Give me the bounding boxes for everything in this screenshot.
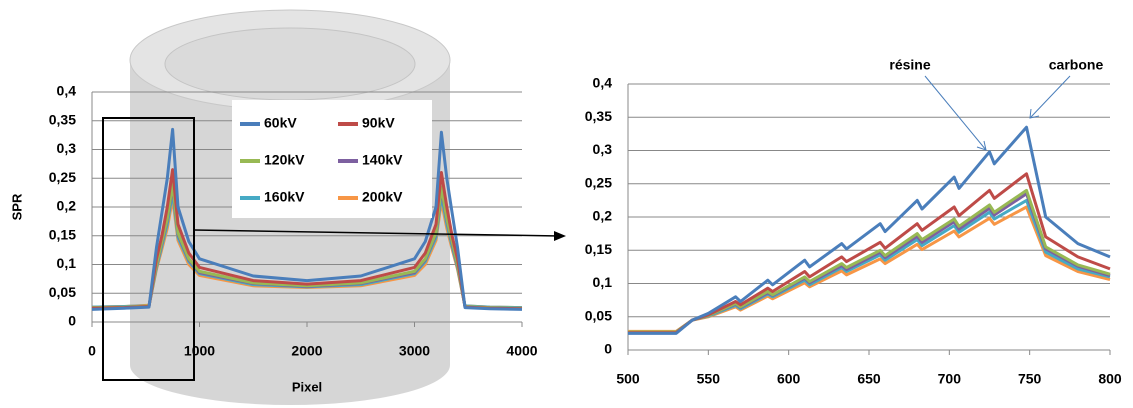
y-tick-label: 0,15 bbox=[585, 241, 612, 257]
x-axis-label: Pixel bbox=[292, 379, 322, 394]
y-tick-label: 0,05 bbox=[49, 284, 76, 300]
legend-label: 200kV bbox=[362, 189, 403, 205]
x-tick-label: 2000 bbox=[291, 343, 322, 359]
y-axis-label: SPR bbox=[9, 193, 24, 220]
cylinder-bottom bbox=[130, 325, 450, 405]
y-tick-label: 0,1 bbox=[57, 255, 77, 271]
y-tick-label: 0,25 bbox=[49, 169, 76, 185]
annotation-arrowhead bbox=[1029, 108, 1040, 119]
series-line bbox=[91, 168, 523, 311]
zoom-box bbox=[102, 117, 195, 381]
x-tick-label: 700 bbox=[938, 371, 962, 387]
legend-label: 120kV bbox=[264, 152, 305, 168]
annotation: carbone bbox=[1049, 57, 1104, 73]
legend-label: 90kV bbox=[362, 115, 395, 131]
legend-label: 160kV bbox=[264, 189, 305, 205]
chart-right: 0 0,05 0,1 0,15 0,2 0,25 0,3 0,35 0,4 500 550 600 65… bbox=[585, 75, 1122, 387]
annotation-arrowhead bbox=[976, 140, 987, 151]
series-line bbox=[91, 127, 523, 311]
x-tick-label: 550 bbox=[697, 371, 721, 387]
y-tick-label: 0,2 bbox=[593, 208, 613, 224]
legend-label: 140kV bbox=[362, 152, 403, 168]
zoom-arrow bbox=[193, 229, 561, 237]
annotation: résine bbox=[889, 57, 930, 73]
x-tick-label: 1000 bbox=[184, 343, 215, 359]
x-tick-label: 500 bbox=[616, 371, 640, 387]
y-tick-label: 0 bbox=[68, 313, 76, 329]
x-tick-label: 800 bbox=[1098, 371, 1122, 387]
legend: 60kV 90kV 120kV 140kV 160kV 200kV bbox=[232, 100, 432, 218]
y-tick-label: 0,4 bbox=[57, 83, 77, 99]
y-tick-label: 0,3 bbox=[593, 141, 613, 157]
series-line bbox=[628, 172, 1111, 335]
y-tick-label: 0,4 bbox=[593, 75, 613, 91]
y-tick-label: 0,35 bbox=[49, 111, 76, 127]
x-tick-label: 650 bbox=[857, 371, 881, 387]
series-line bbox=[628, 125, 1111, 335]
x-tick-label: 600 bbox=[777, 371, 801, 387]
cylinder-inner bbox=[164, 27, 416, 101]
annotation-arrow bbox=[1029, 75, 1071, 119]
y-tick-label: 0,25 bbox=[585, 174, 612, 190]
legend-label: 60kV bbox=[264, 115, 297, 131]
zoom-arrowhead bbox=[554, 231, 566, 241]
x-tick-label: 3000 bbox=[399, 343, 430, 359]
x-tick-label: 0 bbox=[88, 343, 96, 359]
chart-left: 0 0,05 0,1 0,15 0,2 0,25 0,3 0,35 0,4 0 1000 2000 30… bbox=[9, 83, 537, 395]
y-tick-label: 0 bbox=[604, 341, 612, 357]
x-tick-label: 750 bbox=[1018, 371, 1042, 387]
y-tick-label: 0,2 bbox=[57, 198, 77, 214]
legend-box bbox=[232, 100, 432, 218]
annotation-arrow bbox=[924, 75, 987, 151]
y-tick-label: 0,15 bbox=[49, 226, 76, 242]
series-line bbox=[628, 188, 1111, 334]
y-tick-label: 0,35 bbox=[585, 108, 612, 124]
x-tick-label: 4000 bbox=[506, 343, 537, 359]
y-tick-label: 0,1 bbox=[593, 274, 613, 290]
y-tick-label: 0,3 bbox=[57, 140, 77, 156]
y-tick-label: 0,05 bbox=[585, 307, 612, 323]
